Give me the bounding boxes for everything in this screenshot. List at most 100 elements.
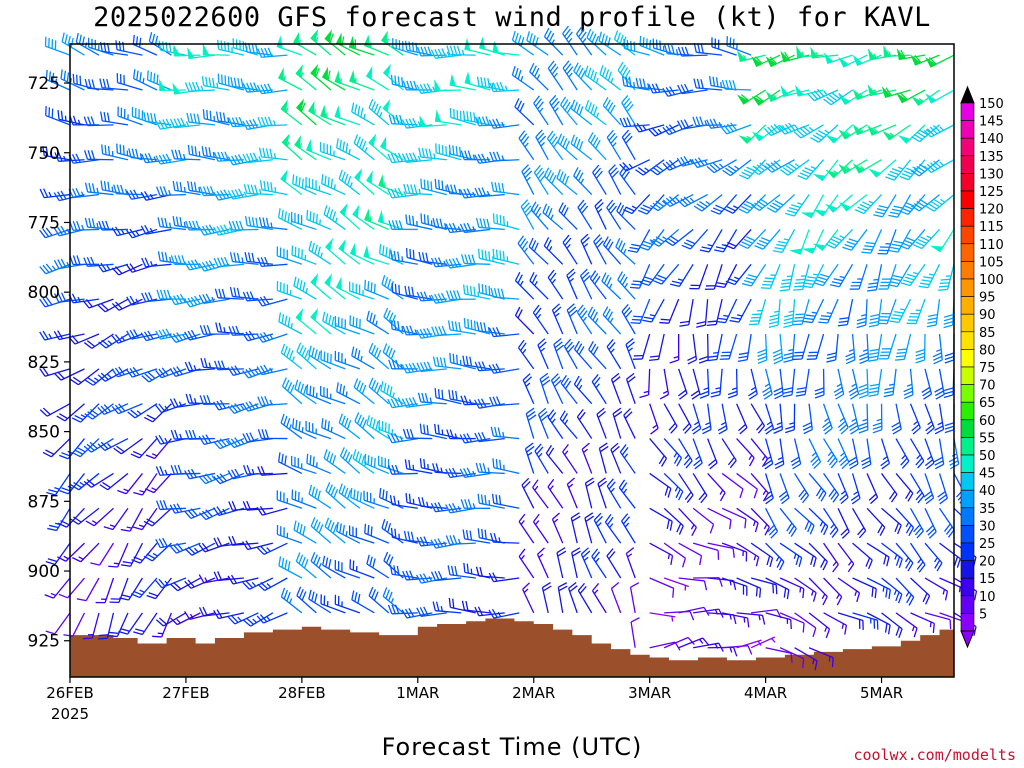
wind-barb <box>431 325 462 337</box>
wind-barb <box>729 298 752 323</box>
wind-barb <box>591 374 607 405</box>
wind-barb <box>228 325 259 336</box>
wind-barb <box>693 194 723 212</box>
wind-barb <box>529 271 549 300</box>
wind-barb <box>354 412 375 440</box>
wind-barb <box>308 589 332 614</box>
wind-barb <box>896 48 926 61</box>
wind-barb <box>570 512 581 544</box>
wind-barb <box>72 542 100 563</box>
wind-barb <box>838 54 868 68</box>
wind-barb <box>353 134 375 161</box>
wind-barb <box>765 647 793 663</box>
colorbar-swatch <box>960 489 975 509</box>
wind-barb <box>42 438 71 458</box>
wind-barb <box>562 234 578 265</box>
wind-barb <box>322 311 346 335</box>
wind-barb <box>84 78 114 91</box>
wind-barb <box>53 190 85 202</box>
wind-barb <box>447 320 476 335</box>
wind-barb <box>70 507 100 525</box>
wind-barb <box>639 229 665 251</box>
wind-barb <box>276 490 303 509</box>
wind-barb <box>699 368 710 399</box>
wind-barb <box>867 48 897 61</box>
colorbar-swatch <box>960 331 975 350</box>
wind-barb <box>387 432 418 444</box>
wind-barb <box>659 368 670 400</box>
wind-barb <box>280 99 303 126</box>
wind-barb <box>334 315 361 335</box>
wind-barb <box>322 555 346 579</box>
colorbar-swatch <box>960 507 975 526</box>
wind-barb <box>629 264 651 289</box>
colorbar-label: 115 <box>979 220 1004 235</box>
wind-barb <box>639 368 651 399</box>
wind-barb <box>566 303 578 335</box>
wind-barb <box>689 264 709 290</box>
wind-barb <box>868 333 883 362</box>
wind-barb <box>556 169 578 196</box>
wind-barb <box>310 307 332 335</box>
wind-barb <box>108 542 129 568</box>
wind-barb <box>418 147 447 161</box>
wind-barb <box>57 109 85 126</box>
wind-barb <box>39 403 71 417</box>
wind-barb <box>324 517 346 544</box>
wind-barb <box>368 342 390 370</box>
wind-barb <box>774 438 785 470</box>
wind-barb <box>579 268 593 300</box>
x-tick-label: 27FEB <box>162 684 209 702</box>
x-tick-label: 28FEB <box>278 684 325 702</box>
wind-barb <box>662 86 694 97</box>
wind-barb <box>909 542 926 573</box>
wind-barb <box>521 164 535 195</box>
colorbar-label: 110 <box>979 238 1004 253</box>
page-title: 2025022600 GFS forecast wind profile (kt… <box>93 2 931 33</box>
wind-barb <box>693 78 723 91</box>
wind-barb <box>599 65 622 91</box>
wind-barb <box>84 182 114 196</box>
wind-barb <box>692 542 720 560</box>
y-tick-label: 750 <box>28 144 60 164</box>
wind-barb <box>242 432 273 443</box>
wind-barb <box>101 144 129 161</box>
wind-barb <box>280 169 303 196</box>
wind-barb <box>923 473 935 505</box>
wind-barb <box>577 199 593 230</box>
wind-barb <box>310 272 332 300</box>
wind-barb <box>366 554 390 579</box>
wind-barb <box>606 129 622 161</box>
wind-barb <box>61 32 85 56</box>
colorbar: 1501451401351301251201151101051009590858… <box>960 85 1004 649</box>
wind-barb <box>721 542 748 562</box>
wind-barb <box>390 250 418 265</box>
wind-barb <box>526 31 549 56</box>
colorbar-swatch <box>960 190 975 209</box>
wind-barb <box>621 304 636 335</box>
wind-barb <box>111 403 143 415</box>
wind-barb <box>918 264 941 289</box>
wind-barb <box>432 356 462 370</box>
wind-barb <box>895 612 918 638</box>
wind-barb <box>97 403 129 416</box>
wind-barb <box>47 507 71 532</box>
wind-barb <box>649 641 681 651</box>
wind-barb <box>858 368 869 399</box>
terrain-fill <box>70 618 954 677</box>
wind-barb <box>477 493 505 509</box>
wind-barb <box>213 399 245 411</box>
colorbar-label: 55 <box>979 431 996 446</box>
wind-barb <box>278 556 303 579</box>
wind-barb <box>560 96 578 126</box>
wind-barb <box>334 350 361 370</box>
wind-barb <box>619 117 650 128</box>
wind-barb <box>593 512 607 544</box>
wind-barb <box>184 577 216 589</box>
wind-barb <box>737 333 752 362</box>
wind-barb <box>722 612 750 628</box>
wind-barb <box>392 38 418 56</box>
wind-barb <box>837 473 849 505</box>
wind-barb <box>741 263 767 287</box>
wind-barb <box>294 379 317 405</box>
